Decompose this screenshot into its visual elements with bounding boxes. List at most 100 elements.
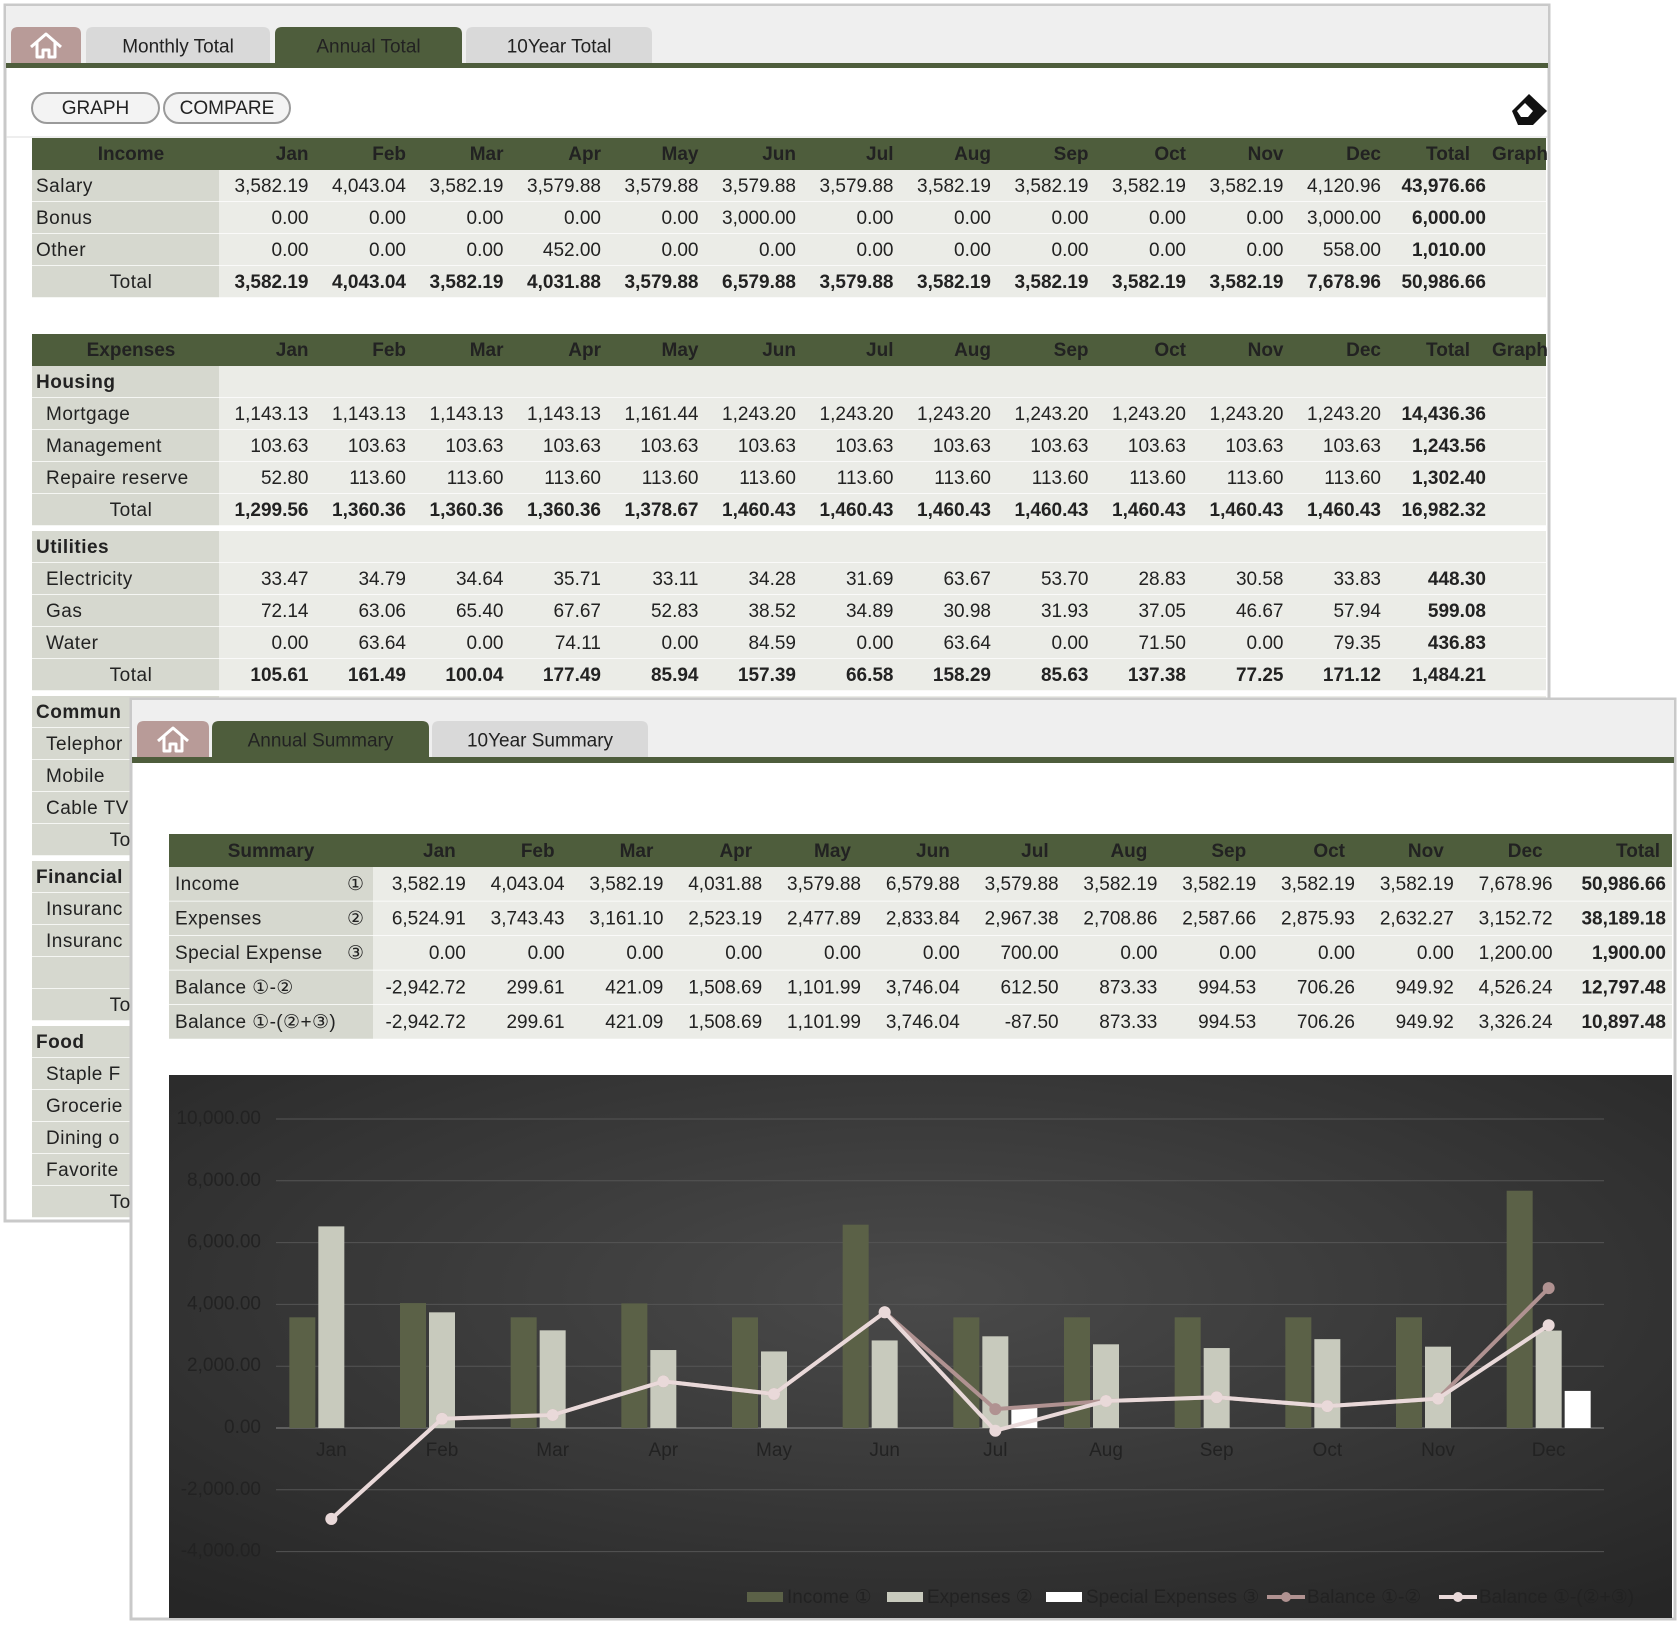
cell: 113.60 xyxy=(837,468,894,489)
cell: 1,243.20 xyxy=(1112,404,1186,425)
home-tab[interactable] xyxy=(137,721,209,758)
column-header: Aug xyxy=(954,340,991,361)
cell: 0.00 xyxy=(626,943,663,964)
cell: 3,582.19 xyxy=(235,176,309,197)
cell: 3,579.88 xyxy=(985,874,1059,895)
cell: 79.35 xyxy=(1333,633,1381,654)
cell: 0.00 xyxy=(1318,943,1355,964)
cell: 113.60 xyxy=(544,468,601,489)
x-tick-label: Oct xyxy=(1313,1440,1343,1461)
cell: 949.92 xyxy=(1396,1012,1454,1033)
cell: 113.60 xyxy=(739,468,796,489)
cell: 50,986.66 xyxy=(1581,874,1666,895)
bar xyxy=(289,1317,316,1428)
bar xyxy=(510,1317,537,1428)
cell: 421.09 xyxy=(605,978,663,999)
cell: 3,582.19 xyxy=(917,176,991,197)
bar xyxy=(429,1312,455,1428)
button[interactable] xyxy=(163,92,291,124)
cell: 34.64 xyxy=(456,569,504,590)
point xyxy=(989,1403,1002,1416)
data-cells xyxy=(219,398,1546,430)
cell: 3,743.43 xyxy=(491,909,565,930)
label-cell xyxy=(32,531,219,563)
row-label: Grocerie xyxy=(46,1096,123,1117)
bar xyxy=(1396,1317,1422,1428)
cell: 31.69 xyxy=(846,569,894,590)
cell: 3,582.19 xyxy=(1281,874,1355,895)
cell: 1,299.56 xyxy=(235,500,309,521)
cell: 1,200.00 xyxy=(1479,943,1553,964)
cell: 436.83 xyxy=(1428,633,1486,654)
cell: 0.00 xyxy=(662,208,699,229)
bar xyxy=(1174,1317,1201,1428)
column-header: Sep xyxy=(1054,144,1089,165)
x-tick-label: May xyxy=(756,1440,792,1461)
column-header: Mar xyxy=(470,144,504,165)
cell: 3,152.72 xyxy=(1479,909,1553,930)
section-label: Utilities xyxy=(36,537,109,558)
bar xyxy=(650,1350,677,1428)
tab-label: Monthly Total xyxy=(122,37,234,58)
column-header: Dec xyxy=(1346,340,1381,361)
label-cell xyxy=(32,430,219,462)
legend-label: Balance ①-(②+③) xyxy=(1479,1587,1634,1608)
cell: 77.25 xyxy=(1236,665,1284,686)
cell: 43,976.66 xyxy=(1401,176,1486,197)
cell: 873.33 xyxy=(1099,1012,1157,1033)
cell: 34.89 xyxy=(846,601,894,622)
data-cells xyxy=(373,867,1672,902)
y-tick-label: 0.00 xyxy=(224,1417,261,1438)
cell: -2,942.72 xyxy=(386,978,466,999)
cell: 6,000.00 xyxy=(1412,208,1486,229)
cell: 103.63 xyxy=(1030,436,1088,457)
cell: 0.00 xyxy=(1219,943,1256,964)
cell: 0.00 xyxy=(1149,208,1186,229)
legend-swatch xyxy=(1046,1592,1082,1602)
data-cells xyxy=(373,970,1672,1005)
cell: 1,378.67 xyxy=(625,500,699,521)
cell: 0.00 xyxy=(1247,208,1284,229)
tab[interactable] xyxy=(86,27,270,64)
column-header: Expenses xyxy=(87,340,176,361)
column-header: Jul xyxy=(866,340,893,361)
column-header: May xyxy=(814,841,851,862)
cell: 2,477.89 xyxy=(787,909,861,930)
cell: 66.58 xyxy=(846,665,894,686)
cell: 6,579.88 xyxy=(886,874,960,895)
tab[interactable] xyxy=(432,721,648,758)
data-cells xyxy=(219,494,1546,526)
cell: 63.67 xyxy=(943,569,991,590)
section-label: Commun xyxy=(36,702,121,723)
cell: 3,746.04 xyxy=(886,1012,960,1033)
tab[interactable] xyxy=(275,27,462,64)
row-label: Insuranc xyxy=(46,899,123,920)
cell: 34.28 xyxy=(748,569,796,590)
bar xyxy=(1093,1344,1119,1428)
cell: 16,982.32 xyxy=(1401,500,1486,521)
cell: 1,143.13 xyxy=(430,404,504,425)
row-label: Electricity xyxy=(46,569,133,590)
bar xyxy=(1564,1390,1591,1428)
column-header: Mar xyxy=(620,841,654,862)
cell: 103.63 xyxy=(348,436,406,457)
cell: 103.63 xyxy=(738,436,796,457)
cell: 3,579.88 xyxy=(787,874,861,895)
data-cells xyxy=(373,1005,1672,1040)
legend-label: Expenses ② xyxy=(927,1587,1033,1608)
tab[interactable] xyxy=(466,27,652,64)
cell: 113.60 xyxy=(1129,468,1186,489)
column-header: Apr xyxy=(568,340,601,361)
home-tab[interactable] xyxy=(11,27,81,64)
legend-label: Special Expenses ③ xyxy=(1086,1587,1259,1608)
tab[interactable] xyxy=(212,721,429,758)
column-header: Apr xyxy=(719,841,752,862)
cell: 1,460.43 xyxy=(1112,500,1186,521)
label-cell xyxy=(169,970,373,1005)
cell: 0.00 xyxy=(662,240,699,261)
cell: 103.63 xyxy=(1128,436,1186,457)
point xyxy=(325,1512,338,1525)
button[interactable] xyxy=(31,92,160,124)
cell: 103.63 xyxy=(543,436,601,457)
cell: 0.00 xyxy=(369,240,406,261)
